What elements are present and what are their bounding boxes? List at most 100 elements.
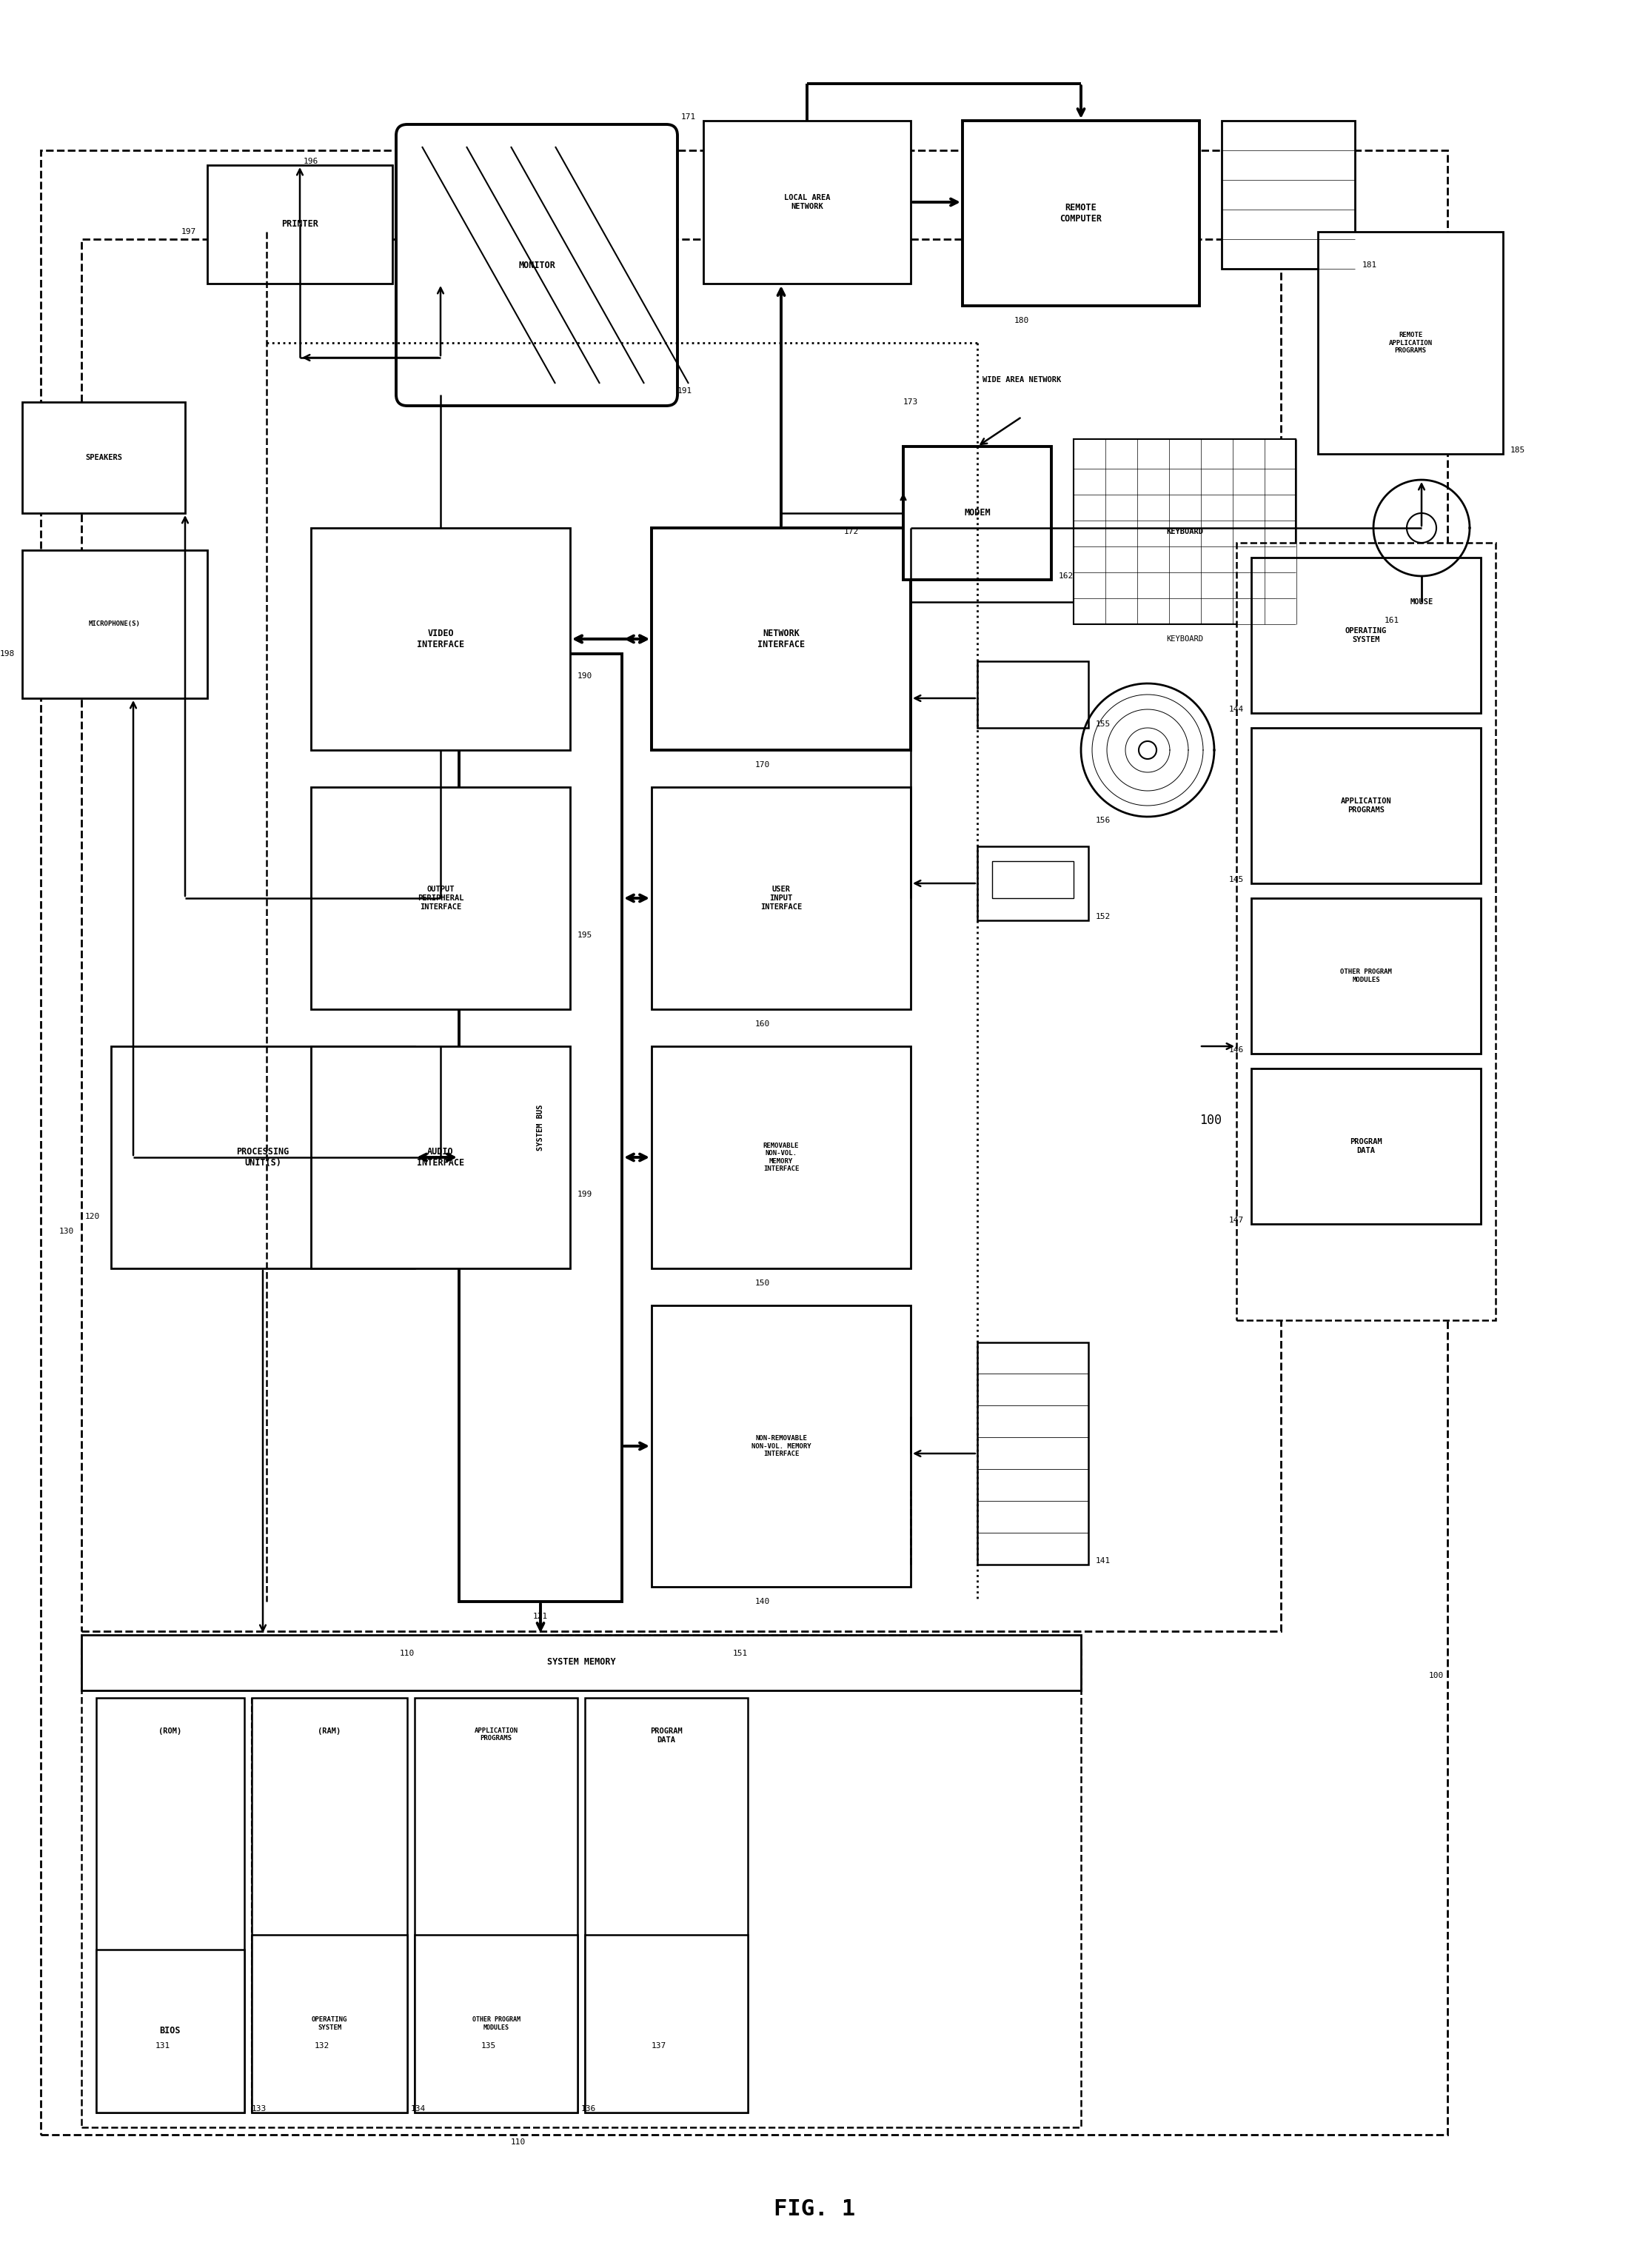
- Bar: [23, 551, 208, 699]
- Bar: [1251, 1068, 1481, 1225]
- Text: PRINTER: PRINTER: [282, 220, 318, 229]
- Text: OTHER PROGRAM
MODULES: OTHER PROGRAM MODULES: [471, 2016, 521, 2030]
- Bar: [992, 862, 1074, 898]
- Text: 110: 110: [511, 2139, 525, 2146]
- Text: 171: 171: [681, 113, 696, 120]
- Text: 135: 135: [481, 2041, 496, 2050]
- Bar: [977, 846, 1089, 921]
- Bar: [311, 787, 570, 1009]
- Text: 144: 144: [1229, 705, 1244, 712]
- Text: 120: 120: [85, 1213, 100, 1220]
- Text: 132: 132: [314, 2041, 329, 2050]
- Bar: [311, 528, 570, 751]
- Text: 155: 155: [1095, 721, 1112, 728]
- Text: 152: 152: [1095, 914, 1112, 921]
- Text: 198: 198: [0, 651, 15, 658]
- Bar: [23, 401, 185, 513]
- Text: 131: 131: [156, 2041, 170, 2050]
- Text: (ROM): (ROM): [159, 1728, 182, 1735]
- Bar: [1318, 231, 1503, 454]
- Text: LOCAL AREA
NETWORK: LOCAL AREA NETWORK: [784, 195, 830, 211]
- Text: 172: 172: [845, 528, 859, 535]
- Bar: [963, 120, 1200, 306]
- Text: 147: 147: [1229, 1216, 1244, 1225]
- Text: 146: 146: [1229, 1046, 1244, 1055]
- Text: KEYBOARD: KEYBOARD: [1166, 635, 1203, 642]
- Text: MONITOR: MONITOR: [519, 261, 555, 270]
- Bar: [82, 238, 1280, 1631]
- Bar: [652, 1046, 910, 1268]
- Bar: [97, 1950, 244, 2112]
- Text: 196: 196: [303, 159, 319, 166]
- Text: 161: 161: [1385, 617, 1400, 624]
- Text: 130: 130: [59, 1227, 74, 1236]
- Bar: [652, 1306, 910, 1588]
- Text: REMOVABLE
NON-VOL.
MEMORY
INTERFACE: REMOVABLE NON-VOL. MEMORY INTERFACE: [763, 1143, 799, 1173]
- Text: SPEAKERS: SPEAKERS: [85, 454, 123, 460]
- Text: 180: 180: [1015, 318, 1030, 324]
- Bar: [977, 662, 1089, 728]
- Text: 190: 190: [578, 671, 593, 680]
- Bar: [97, 1699, 244, 2112]
- Bar: [652, 528, 910, 751]
- Text: BIOS: BIOS: [160, 2025, 180, 2037]
- Text: 151: 151: [733, 1649, 748, 1658]
- Text: 141: 141: [1095, 1558, 1112, 1565]
- Bar: [458, 653, 622, 1601]
- Text: 170: 170: [755, 762, 769, 769]
- Text: REMOTE
COMPUTER: REMOTE COMPUTER: [1059, 202, 1102, 225]
- Text: 185: 185: [1511, 447, 1526, 454]
- Bar: [977, 1343, 1089, 1565]
- Bar: [1074, 440, 1295, 624]
- Bar: [311, 1046, 570, 1268]
- Text: AUDIO
INTERFACE: AUDIO INTERFACE: [417, 1148, 465, 1168]
- Text: 173: 173: [904, 399, 918, 406]
- Bar: [111, 1046, 414, 1268]
- Bar: [252, 1935, 408, 2112]
- Text: 199: 199: [578, 1191, 593, 1198]
- Bar: [1221, 120, 1355, 270]
- Text: VIDEO
INTERFACE: VIDEO INTERFACE: [417, 628, 465, 649]
- Text: OUTPUT
PERIPHERAL
INTERFACE: OUTPUT PERIPHERAL INTERFACE: [417, 887, 463, 909]
- Text: 133: 133: [252, 2105, 267, 2112]
- Text: OPERATING
SYSTEM: OPERATING SYSTEM: [1346, 628, 1387, 644]
- Bar: [904, 447, 1051, 581]
- Text: MODEM: MODEM: [964, 508, 990, 517]
- Text: 195: 195: [578, 932, 593, 939]
- Bar: [584, 1699, 748, 2112]
- Bar: [252, 1699, 408, 2112]
- Bar: [82, 1635, 1080, 1690]
- Text: FIG. 1: FIG. 1: [774, 2198, 855, 2220]
- Text: OTHER PROGRAM
MODULES: OTHER PROGRAM MODULES: [1341, 968, 1391, 982]
- Text: 100: 100: [1200, 1114, 1221, 1127]
- FancyBboxPatch shape: [396, 125, 678, 406]
- Bar: [1251, 728, 1481, 882]
- Text: 162: 162: [1059, 572, 1074, 581]
- Text: MICROPHONE(S): MICROPHONE(S): [88, 621, 141, 628]
- Text: 134: 134: [411, 2105, 426, 2112]
- Text: 197: 197: [182, 229, 196, 236]
- Bar: [704, 120, 910, 284]
- Text: 137: 137: [652, 2041, 666, 2050]
- Text: KEYBOARD: KEYBOARD: [1166, 528, 1203, 535]
- Text: APPLICATION
PROGRAMS: APPLICATION PROGRAMS: [475, 1728, 517, 1742]
- Text: 110: 110: [399, 1649, 414, 1658]
- Bar: [82, 1647, 1080, 2127]
- Text: APPLICATION
PROGRAMS: APPLICATION PROGRAMS: [1341, 798, 1391, 814]
- Bar: [1251, 558, 1481, 712]
- Text: 100: 100: [1429, 1672, 1444, 1678]
- Text: 136: 136: [581, 2105, 596, 2112]
- Text: 150: 150: [755, 1279, 769, 1286]
- Text: 121: 121: [534, 1613, 548, 1619]
- Text: 160: 160: [755, 1021, 769, 1027]
- Text: USER
INPUT
INTERFACE: USER INPUT INTERFACE: [760, 887, 802, 909]
- Text: PROGRAM
DATA: PROGRAM DATA: [1351, 1139, 1382, 1154]
- Bar: [584, 1935, 748, 2112]
- Bar: [1236, 542, 1496, 1320]
- Text: PROCESSING
UNIT(S): PROCESSING UNIT(S): [236, 1148, 290, 1168]
- Text: 145: 145: [1229, 875, 1244, 882]
- Text: REMOTE
APPLICATION
PROGRAMS: REMOTE APPLICATION PROGRAMS: [1388, 331, 1432, 354]
- Bar: [41, 150, 1447, 2134]
- Text: PROGRAM
DATA: PROGRAM DATA: [650, 1728, 683, 1744]
- Text: WIDE AREA NETWORK: WIDE AREA NETWORK: [982, 376, 1061, 383]
